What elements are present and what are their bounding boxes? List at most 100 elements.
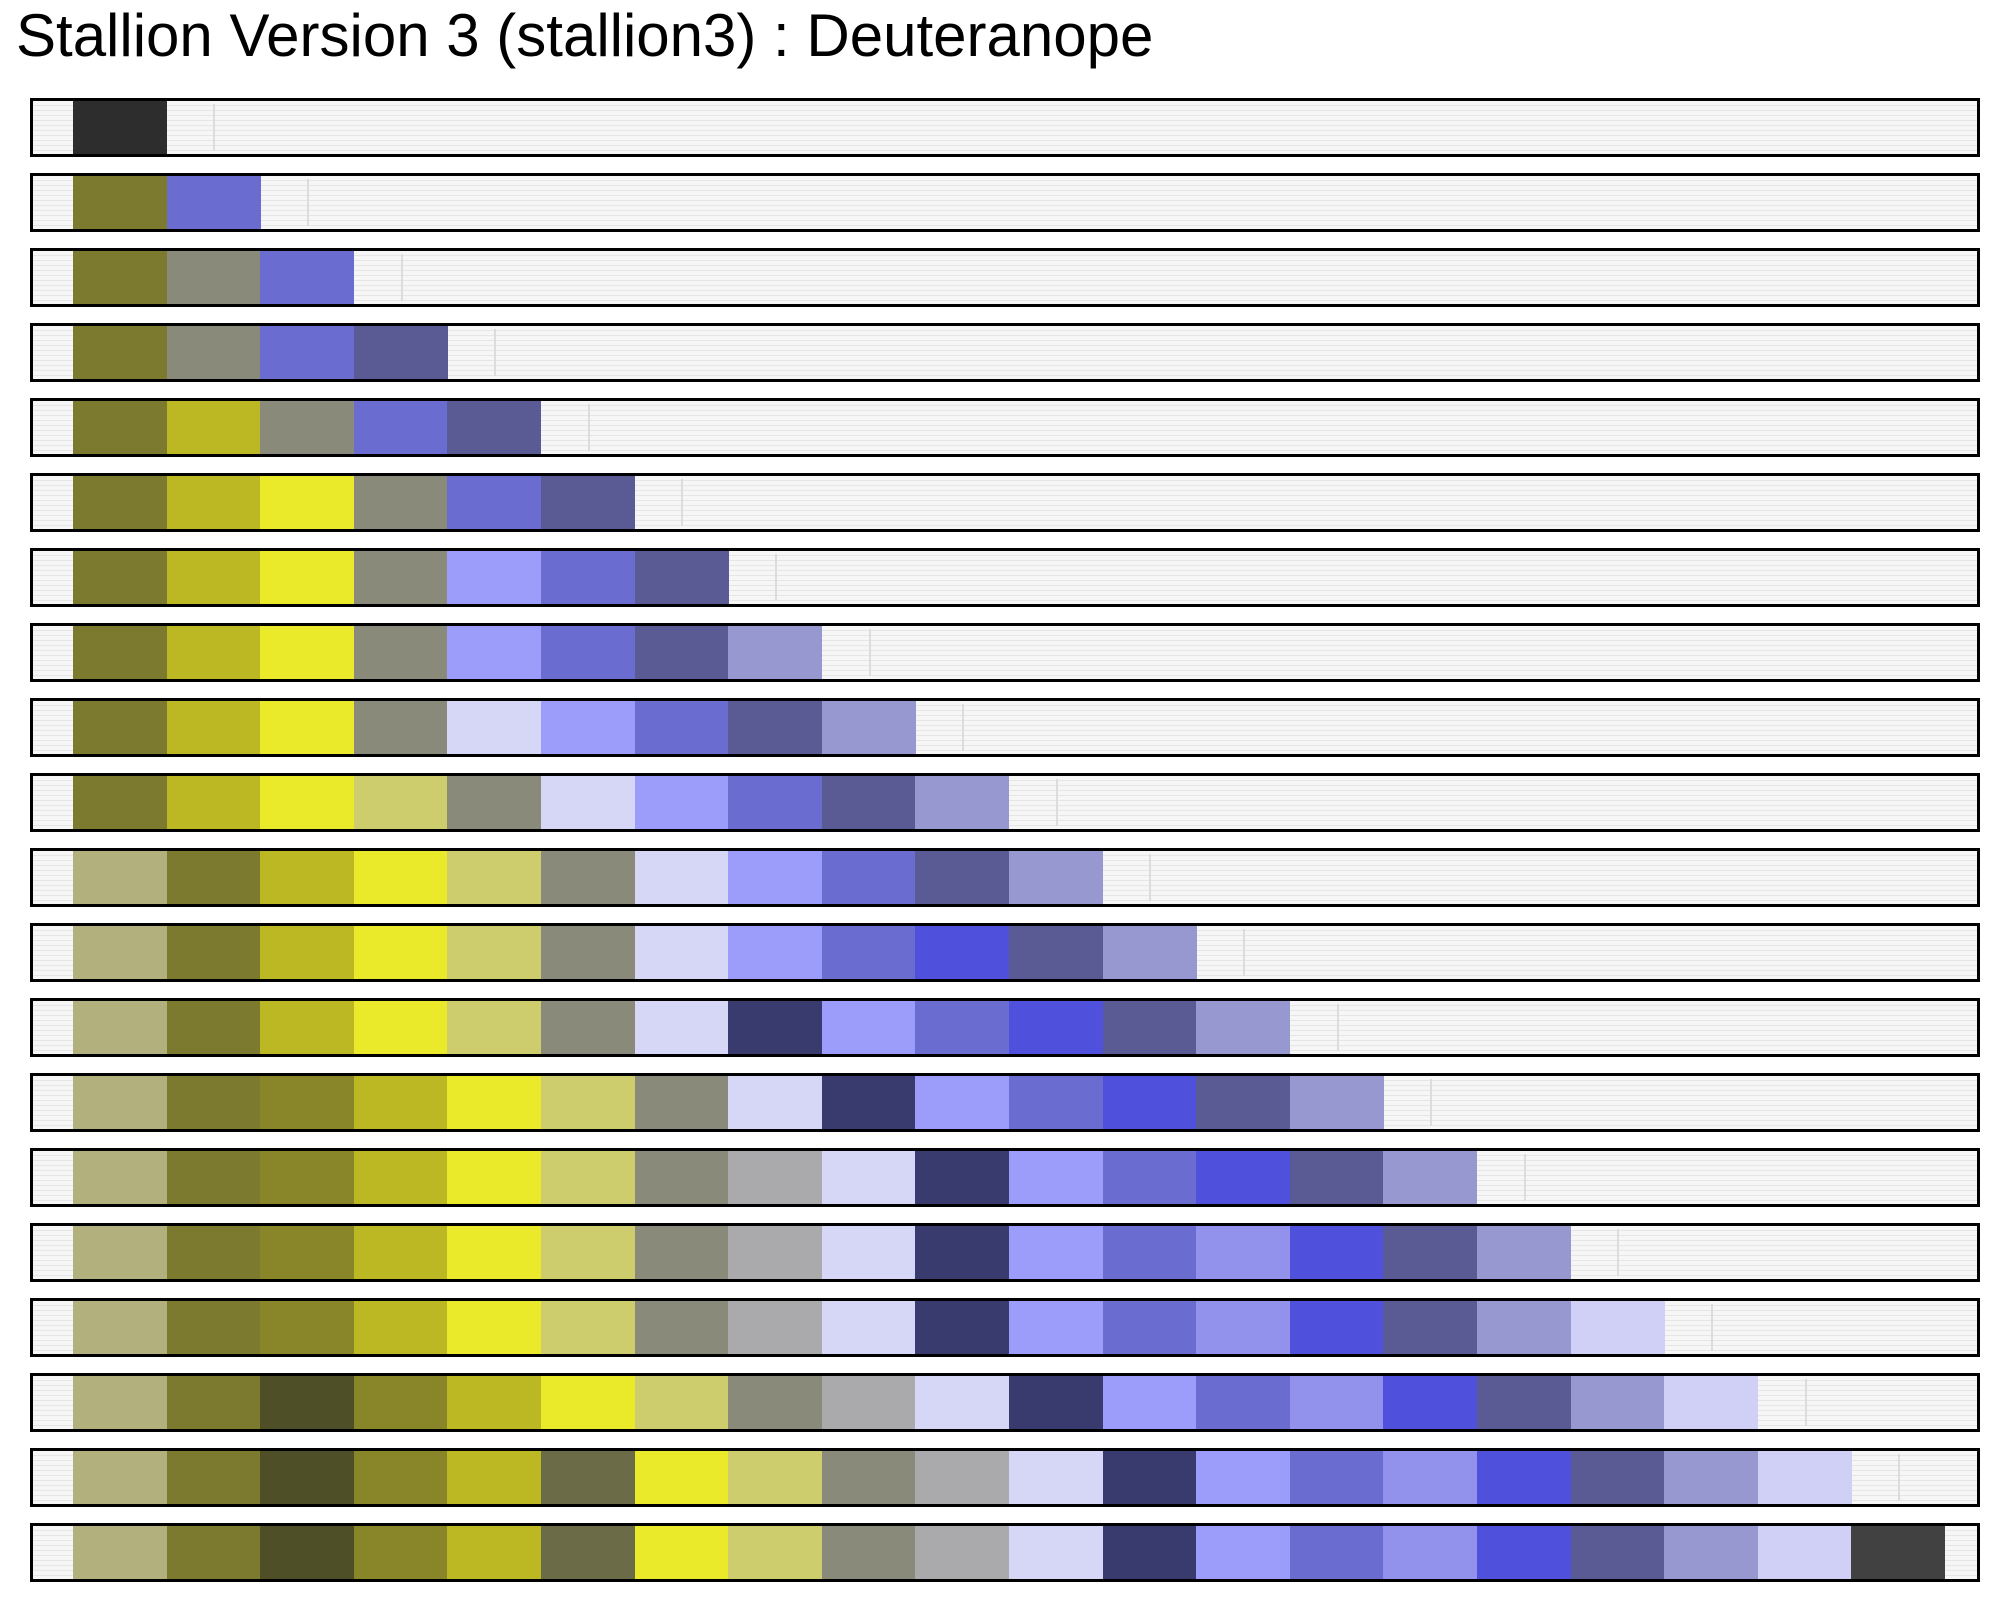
color-swatch	[541, 1076, 636, 1129]
color-swatch	[166, 1226, 261, 1279]
color-swatch	[447, 551, 542, 604]
palette-row-20	[30, 1523, 1980, 1582]
color-swatch	[1009, 1526, 1104, 1579]
color-swatch	[1289, 1301, 1384, 1354]
color-swatch	[634, 1451, 729, 1504]
color-swatch	[634, 926, 729, 979]
color-swatch	[447, 1076, 542, 1129]
color-swatch	[1477, 1301, 1572, 1354]
color-swatch	[353, 1226, 448, 1279]
palette-row-12	[30, 923, 1980, 982]
color-swatch	[73, 1151, 168, 1204]
color-swatch	[634, 1301, 729, 1354]
palette-row-19	[30, 1448, 1980, 1507]
color-swatch	[260, 251, 355, 304]
color-swatch	[353, 701, 448, 754]
color-swatch	[728, 926, 823, 979]
color-swatch	[728, 1301, 823, 1354]
color-swatch	[166, 1376, 261, 1429]
tick-mark	[1336, 1004, 1339, 1051]
tick-mark	[1055, 779, 1058, 826]
color-swatch	[541, 926, 636, 979]
color-swatch	[1102, 1451, 1197, 1504]
color-swatch	[541, 1451, 636, 1504]
palette-row-14	[30, 1073, 1980, 1132]
color-swatch	[260, 1301, 355, 1354]
color-swatch	[821, 1376, 916, 1429]
color-swatch	[1009, 1151, 1104, 1204]
tick-mark	[681, 479, 684, 526]
color-swatch	[821, 1301, 916, 1354]
palette-rows	[30, 98, 1980, 1598]
color-swatch	[1570, 1301, 1665, 1354]
color-swatch	[634, 1376, 729, 1429]
color-swatch	[73, 101, 168, 154]
color-swatch	[821, 926, 916, 979]
tick-mark	[400, 254, 403, 301]
color-swatch	[915, 926, 1010, 979]
color-swatch	[541, 551, 636, 604]
color-swatch	[1383, 1451, 1478, 1504]
color-swatch	[1009, 1001, 1104, 1054]
color-swatch	[1757, 1526, 1852, 1579]
color-swatch	[1009, 851, 1104, 904]
color-swatch	[1664, 1376, 1759, 1429]
color-swatch	[353, 851, 448, 904]
tick-mark	[307, 179, 309, 226]
color-swatch	[447, 1151, 542, 1204]
color-swatch	[728, 1001, 823, 1054]
color-swatch	[1289, 1451, 1384, 1504]
color-swatch	[73, 401, 168, 454]
color-swatch	[1383, 1226, 1478, 1279]
tick-mark	[587, 404, 590, 451]
color-swatch	[821, 701, 916, 754]
color-swatch	[260, 1151, 355, 1204]
color-swatch	[353, 1376, 448, 1429]
color-swatch	[353, 776, 448, 829]
color-swatch	[821, 1151, 916, 1204]
color-swatch	[447, 1376, 542, 1429]
color-swatch	[166, 701, 261, 754]
color-swatch	[260, 926, 355, 979]
color-swatch	[353, 1301, 448, 1354]
color-swatch	[166, 851, 261, 904]
color-swatch	[821, 1526, 916, 1579]
color-swatch	[73, 1301, 168, 1354]
tick-mark	[1430, 1079, 1433, 1126]
color-swatch	[260, 776, 355, 829]
color-swatch	[634, 701, 729, 754]
color-swatch	[821, 851, 916, 904]
color-swatch	[634, 851, 729, 904]
color-swatch	[1009, 1076, 1104, 1129]
color-swatch	[73, 851, 168, 904]
color-swatch	[166, 176, 261, 229]
color-swatch	[353, 926, 448, 979]
palette-row-16	[30, 1223, 1980, 1282]
color-swatch	[447, 851, 542, 904]
color-swatch	[634, 1076, 729, 1129]
tick-mark	[494, 329, 497, 376]
palette-row-10	[30, 773, 1980, 832]
color-swatch	[73, 176, 168, 229]
palette-row-8	[30, 623, 1980, 682]
color-swatch	[821, 1226, 916, 1279]
color-swatch	[634, 1001, 729, 1054]
color-swatch	[166, 776, 261, 829]
palette-row-6	[30, 473, 1980, 532]
color-swatch	[915, 1076, 1010, 1129]
color-swatch	[73, 1001, 168, 1054]
color-swatch	[1383, 1376, 1478, 1429]
color-swatch	[821, 1451, 916, 1504]
color-swatch	[1383, 1526, 1478, 1579]
tick-mark	[1243, 929, 1245, 976]
palette-row-1	[30, 98, 1980, 157]
color-swatch	[353, 1526, 448, 1579]
color-swatch	[1289, 1151, 1384, 1204]
color-swatch	[260, 626, 355, 679]
color-swatch	[1477, 1226, 1572, 1279]
color-swatch	[728, 1076, 823, 1129]
color-swatch	[1757, 1451, 1852, 1504]
color-swatch	[353, 1076, 448, 1129]
tick-mark	[1898, 1454, 1901, 1501]
color-swatch	[353, 626, 448, 679]
